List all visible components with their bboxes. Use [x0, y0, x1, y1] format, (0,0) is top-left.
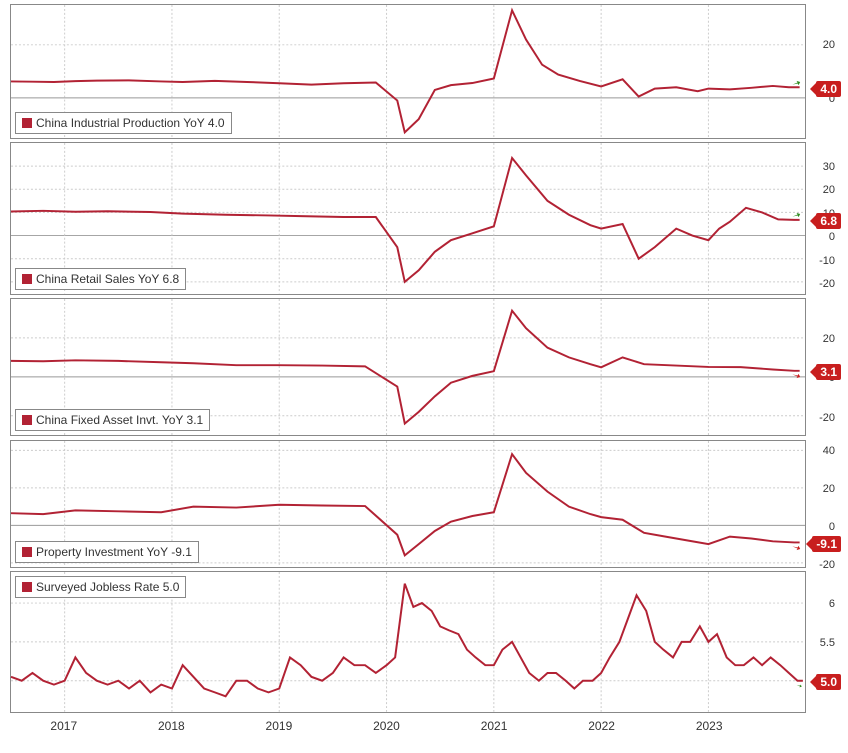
legend-fixed-asset-investment: China Fixed Asset Invt. YoY 3.1 [15, 409, 210, 431]
x-tick-label: 2017 [50, 719, 77, 733]
x-tick-label: 2020 [373, 719, 400, 733]
panel-industrial-production: 0204.0China Industrial Production YoY 4.… [10, 4, 806, 139]
y-tick-label: 6 [809, 598, 835, 610]
series-jobless-rate [11, 584, 803, 697]
value-badge-retail-sales: 6.8 [816, 213, 841, 229]
x-tick-label: 2023 [696, 719, 723, 733]
plot-area: 0204.0China Industrial Production YoY 4.… [10, 4, 806, 713]
y-tick-label: -10 [809, 255, 835, 267]
legend-text: China Fixed Asset Invt. YoY 3.1 [36, 413, 203, 427]
legend-swatch-icon [22, 547, 32, 557]
y-tick-label: 20 [809, 483, 835, 495]
legend-swatch-icon [22, 415, 32, 425]
legend-text: China Industrial Production YoY 4.0 [36, 116, 225, 130]
y-tick-label: 20 [809, 39, 835, 51]
series-retail-sales [11, 158, 800, 282]
value-badge-industrial-production: 4.0 [816, 81, 841, 97]
chart-container: 0 20 4.0 China Industrial Production YoY 4.… [0, 0, 848, 753]
y-tick-label: 30 [809, 161, 835, 173]
x-tick-label: 2021 [481, 719, 508, 733]
legend-swatch-icon [22, 118, 32, 128]
legend-swatch-icon [22, 274, 32, 284]
legend-jobless-rate: Surveyed Jobless Rate 5.0 [15, 576, 186, 598]
y-tick-label: 0 [809, 231, 835, 243]
legend-industrial-production: China Industrial Production YoY 4.0 [15, 112, 232, 134]
panel-jobless-rate: 55.565.0Surveyed Jobless Rate 5.0 [10, 571, 806, 713]
y-tick-label: 20 [809, 333, 835, 345]
value-badge-fixed-asset-investment: 3.1 [816, 364, 841, 380]
y-tick-label: -20 [809, 412, 835, 424]
legend-text: Surveyed Jobless Rate 5.0 [36, 580, 179, 594]
y-tick-label: 40 [809, 445, 835, 457]
x-axis: 2017 2018 2019 2020 2021 2022 2023 [10, 713, 806, 753]
legend-swatch-icon [22, 582, 32, 592]
y-tick-label: -20 [809, 278, 835, 290]
panel-retail-sales: -20-1001020306.8China Retail Sales YoY 6… [10, 142, 806, 294]
x-tick-label: 2019 [266, 719, 293, 733]
panel-property-investment: -2002040-9.1Property Investment YoY -9.1 [10, 440, 806, 568]
series-fixed-asset-investment [11, 311, 800, 424]
y-tick-label: 20 [809, 184, 835, 196]
value-badge-jobless-rate: 5.0 [816, 674, 841, 690]
legend-retail-sales: China Retail Sales YoY 6.8 [15, 268, 186, 290]
legend-text: Property Investment YoY -9.1 [36, 545, 192, 559]
legend-text: China Retail Sales YoY 6.8 [36, 272, 179, 286]
y-tick-label: -20 [809, 559, 835, 571]
y-tick-label: 5.5 [809, 637, 835, 649]
panel-fixed-asset-investment: -200203.1China Fixed Asset Invt. YoY 3.1 [10, 298, 806, 436]
y-tick-label: 0 [809, 521, 835, 533]
legend-property-investment: Property Investment YoY -9.1 [15, 541, 199, 563]
x-tick-label: 2018 [158, 719, 185, 733]
x-tick-label: 2022 [588, 719, 615, 733]
value-badge-property-investment: -9.1 [812, 536, 841, 552]
